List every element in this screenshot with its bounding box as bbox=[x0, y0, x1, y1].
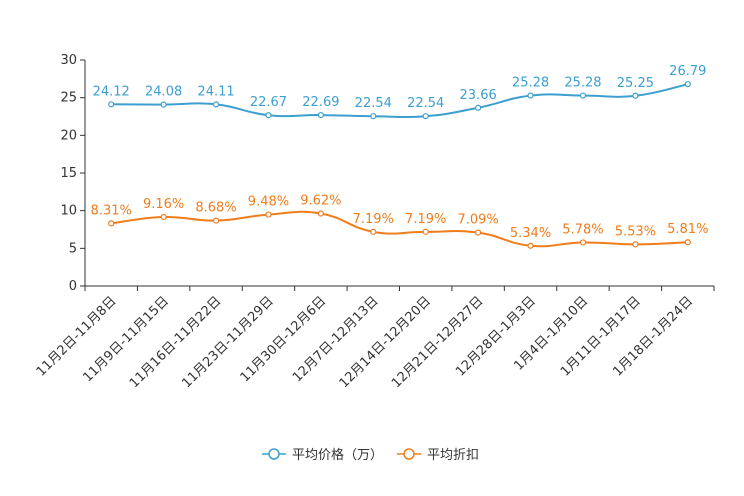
data-label: 24.12 bbox=[93, 84, 130, 99]
x-tick-label: 11月16日-11月22日 bbox=[127, 294, 224, 391]
series-line bbox=[111, 210, 688, 248]
data-label: 24.08 bbox=[145, 85, 182, 100]
legend[interactable]: 平均价格（万） 平均折扣 bbox=[262, 447, 479, 463]
data-label: 7.19% bbox=[353, 212, 394, 227]
data-point[interactable] bbox=[579, 239, 587, 246]
data-point[interactable] bbox=[108, 220, 115, 227]
data-point[interactable] bbox=[579, 92, 587, 99]
data-label: 5.78% bbox=[562, 222, 603, 237]
data-label: 22.54 bbox=[355, 96, 392, 111]
data-point[interactable] bbox=[475, 229, 482, 236]
data-point[interactable] bbox=[317, 210, 324, 217]
data-label: 9.62% bbox=[300, 194, 341, 209]
legend-item-2[interactable]: 平均折扣 bbox=[397, 448, 479, 463]
legend-label: 平均价格（万） bbox=[292, 447, 383, 463]
x-tick-label: 11月23日-11月29日 bbox=[179, 294, 276, 391]
series-1: 24.12 24.08 24.11 22.67 22.69 22.54 22.54 23.66… bbox=[93, 64, 706, 120]
data-label: 23.66 bbox=[460, 88, 497, 103]
legend-item-1[interactable]: 平均价格（万） bbox=[262, 447, 383, 463]
legend-marker-icon bbox=[268, 448, 280, 460]
y-tick-label: 15 bbox=[60, 166, 77, 181]
data-label: 24.11 bbox=[197, 84, 234, 99]
data-label: 25.28 bbox=[512, 76, 549, 91]
y-tick-label: 25 bbox=[60, 91, 77, 106]
series-2: 8.31% 9.16% 8.68% 9.48% 9.62% 7.19% 7.19% 7.09%… bbox=[91, 194, 708, 249]
series-line bbox=[111, 83, 689, 119]
y-tick-label: 30 bbox=[60, 53, 77, 68]
data-point[interactable] bbox=[212, 101, 220, 108]
data-label: 22.69 bbox=[302, 95, 339, 110]
data-label: 9.48% bbox=[248, 195, 289, 210]
data-label: 22.67 bbox=[250, 95, 287, 110]
data-point[interactable] bbox=[422, 113, 429, 120]
data-point[interactable] bbox=[108, 101, 115, 108]
data-point[interactable] bbox=[212, 217, 220, 224]
data-point[interactable] bbox=[317, 111, 324, 119]
data-point[interactable] bbox=[265, 211, 272, 218]
legend-label: 平均折扣 bbox=[427, 448, 479, 463]
data-point[interactable] bbox=[160, 101, 167, 108]
data-label: 8.31% bbox=[91, 203, 132, 218]
data-point[interactable] bbox=[684, 81, 691, 88]
data-label: 9.16% bbox=[143, 197, 184, 212]
x-tick-label: 12月14日-12月20日 bbox=[337, 294, 434, 391]
data-label: 5.53% bbox=[615, 224, 656, 239]
data-point[interactable] bbox=[527, 92, 534, 99]
data-label: 25.28 bbox=[564, 76, 601, 91]
data-point[interactable] bbox=[684, 239, 691, 246]
y-tick-label: 0 bbox=[69, 279, 77, 294]
data-point[interactable] bbox=[475, 104, 482, 111]
y-tick-label: 5 bbox=[69, 241, 77, 256]
data-point[interactable] bbox=[370, 113, 377, 120]
data-label: 7.09% bbox=[457, 213, 498, 228]
data-point[interactable] bbox=[632, 241, 639, 248]
data-label: 22.54 bbox=[407, 96, 444, 111]
x-axis: 11月2日-11月8日11月9日-11月15日11月16日-11月22日11月2… bbox=[34, 285, 715, 391]
data-point[interactable] bbox=[632, 92, 639, 99]
data-label: 25.25 bbox=[617, 76, 654, 91]
data-point[interactable] bbox=[527, 242, 534, 249]
data-label: 26.79 bbox=[669, 64, 706, 79]
data-point[interactable] bbox=[422, 228, 429, 235]
x-tick-label: 12月21日-12月27日 bbox=[389, 294, 486, 391]
y-tick-label: 20 bbox=[60, 128, 77, 143]
y-tick-label: 10 bbox=[60, 204, 77, 219]
data-label: 5.81% bbox=[667, 222, 708, 237]
data-label: 5.34% bbox=[510, 226, 551, 241]
y-axis: 0 5 10 15 20 25 30 bbox=[60, 53, 86, 294]
data-label: 7.19% bbox=[405, 212, 446, 227]
data-label: 8.68% bbox=[195, 201, 236, 216]
data-point[interactable] bbox=[370, 228, 377, 235]
series-layer: 24.12 24.08 24.11 22.67 22.69 22.54 22.54 23.66… bbox=[91, 64, 708, 249]
legend-marker-icon bbox=[403, 448, 415, 460]
data-point[interactable] bbox=[160, 213, 167, 221]
data-point[interactable] bbox=[265, 112, 272, 119]
